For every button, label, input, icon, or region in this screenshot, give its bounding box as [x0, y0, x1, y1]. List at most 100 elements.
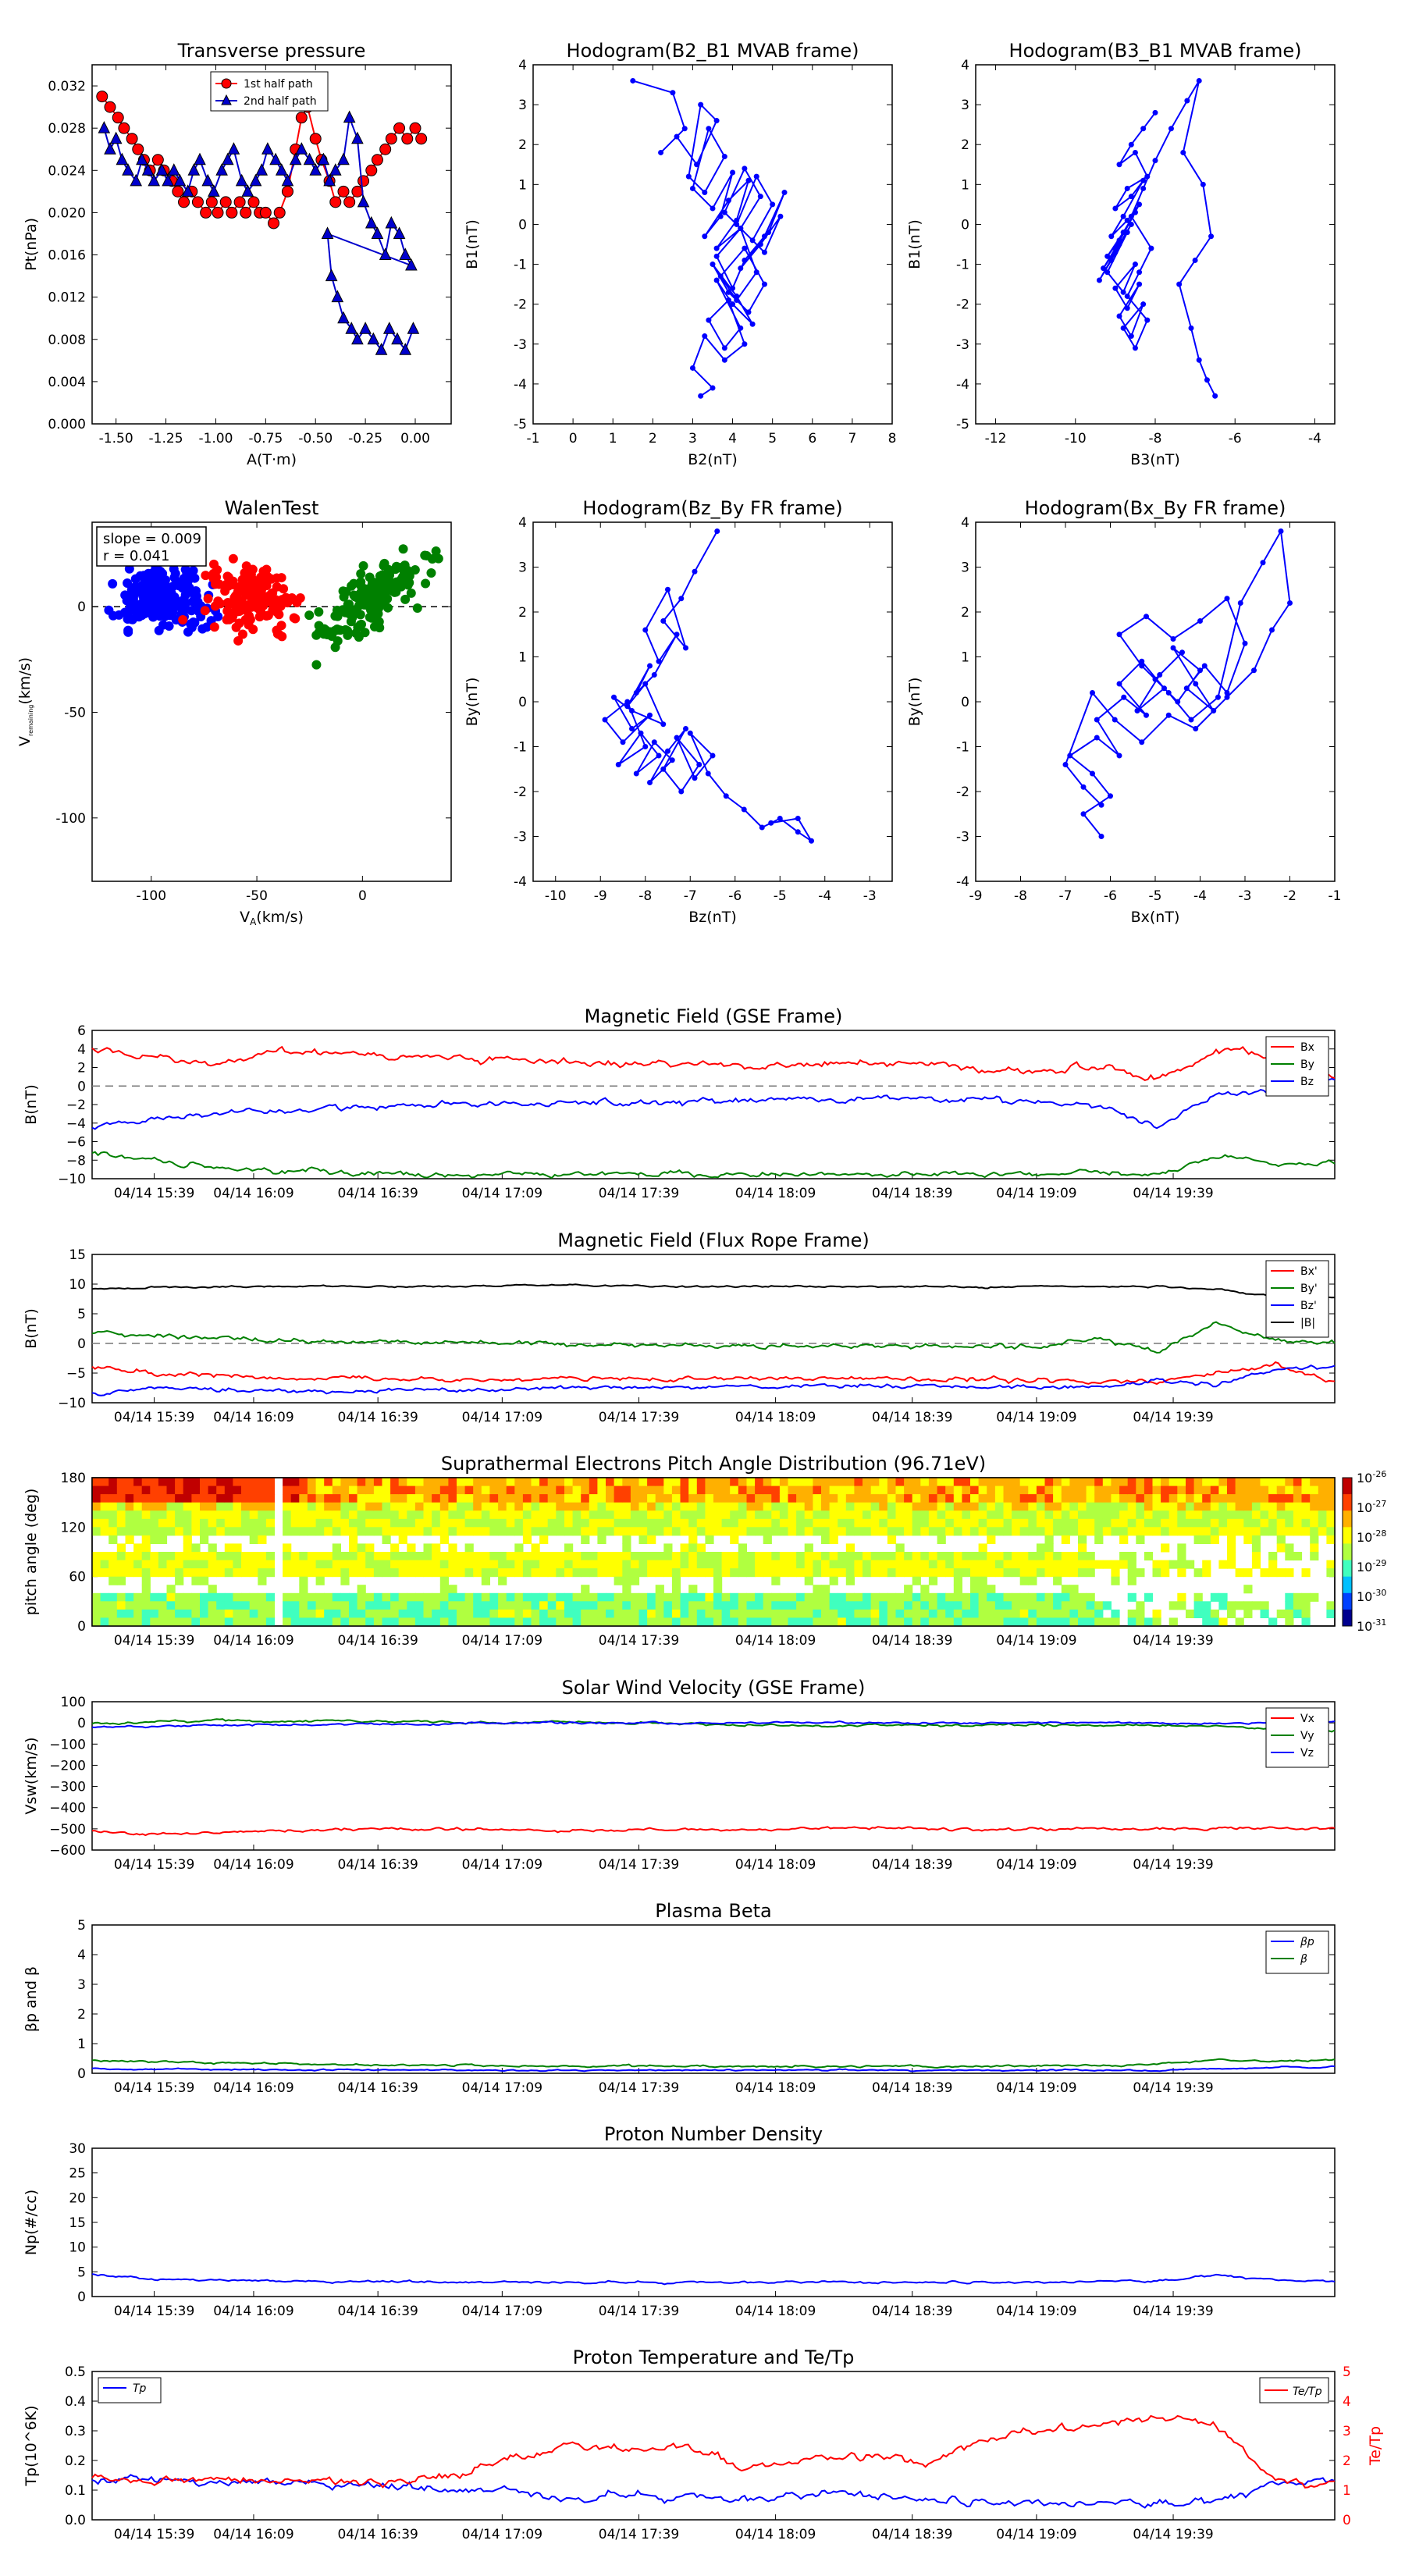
heatmap-cell: [1293, 1510, 1303, 1520]
heatmap-cell: [349, 1617, 358, 1627]
heatmap-cell: [804, 1485, 813, 1495]
y-axis-label: pitch angle (deg): [23, 1489, 40, 1616]
y-axis-label: B1(nT): [906, 219, 923, 269]
heatmap-cell: [655, 1518, 664, 1528]
heatmap-cell: [1003, 1601, 1012, 1610]
heatmap-cell: [970, 1552, 980, 1561]
heatmap-cell: [564, 1552, 574, 1561]
data-point: [757, 194, 763, 200]
heatmap-cell: [1086, 1502, 1095, 1511]
heatmap-cell: [1152, 1568, 1161, 1578]
legend-label: Bz': [1300, 1300, 1317, 1312]
data-point: [337, 311, 350, 324]
heatmap-cell: [332, 1592, 341, 1602]
heatmap-cell: [1111, 1560, 1120, 1569]
data-point: [665, 748, 670, 754]
data-point: [281, 592, 291, 603]
heatmap-cell: [663, 1543, 673, 1553]
heatmap-cell: [125, 1478, 134, 1487]
heatmap-cell: [183, 1609, 192, 1618]
heatmap-cell: [755, 1617, 764, 1627]
data-point: [405, 258, 418, 271]
heatmap-cell: [265, 1560, 276, 1569]
heatmap-cell: [233, 1617, 242, 1627]
heatmap-cell: [233, 1568, 242, 1578]
data-point: [304, 610, 315, 621]
ytick-label: 0.5: [65, 2364, 86, 2380]
heatmap-cell: [887, 1609, 897, 1618]
heatmap-cell: [1012, 1527, 1021, 1536]
heatmap-cell: [489, 1527, 499, 1536]
series-line-value: [91, 2273, 1336, 2286]
heatmap-cell: [953, 1617, 962, 1627]
heatmap-cell: [630, 1576, 640, 1585]
data-point: [391, 561, 401, 571]
heatmap-cell: [705, 1478, 714, 1487]
heatmap-cell: [481, 1494, 490, 1503]
ytick-label: 0.032: [48, 79, 86, 94]
heatmap-cell: [572, 1601, 582, 1610]
heatmap-cell: [1285, 1568, 1294, 1578]
heatmap-cell: [838, 1510, 847, 1520]
heatmap-cell: [1012, 1592, 1021, 1602]
heatmap-cell: [1044, 1568, 1054, 1578]
x-axis-label: B3(nT): [1130, 451, 1180, 468]
heatmap-cell: [606, 1568, 615, 1578]
heatmap-cell: [216, 1601, 226, 1610]
colorbar-label: 10-28: [1357, 1528, 1386, 1545]
xtick-label: -8: [1014, 888, 1027, 904]
heatmap-cell: [1202, 1560, 1211, 1569]
heatmap-cell: [365, 1592, 375, 1602]
data-point: [1184, 98, 1190, 104]
heatmap-cell: [498, 1576, 507, 1585]
heatmap-cell: [332, 1543, 341, 1553]
ytick2-label: 1: [1343, 2483, 1351, 2499]
heatmap-cell: [713, 1478, 723, 1487]
heatmap-cell: [589, 1502, 598, 1511]
data-point: [228, 580, 238, 590]
data-point: [683, 645, 688, 651]
ytick-label: 1: [961, 177, 969, 193]
heatmap-cell: [572, 1485, 582, 1495]
data-point: [385, 133, 397, 145]
heatmap-cell: [1078, 1552, 1087, 1561]
heatmap-cell: [655, 1478, 664, 1487]
heatmap-cell: [730, 1592, 739, 1602]
heatmap-cell: [962, 1494, 971, 1503]
heatmap-cell: [730, 1601, 739, 1610]
heatmap-cell: [448, 1478, 457, 1487]
data-point: [770, 201, 776, 208]
heatmap-cell: [531, 1485, 540, 1495]
heatmap-cell: [448, 1527, 457, 1536]
data-point: [674, 735, 680, 741]
heatmap-cell: [978, 1543, 987, 1553]
heatmap-cell: [1086, 1485, 1095, 1495]
heatmap-cell: [721, 1609, 731, 1618]
data-point: [768, 820, 774, 826]
heatmap-cell: [365, 1543, 375, 1553]
heatmap-cell: [1310, 1527, 1319, 1536]
xtick-label: 04/14 19:39: [1133, 1186, 1213, 1201]
heatmap-cell: [489, 1510, 499, 1520]
data-point: [343, 110, 356, 123]
heatmap-cell: [680, 1552, 689, 1561]
heatmap-cell: [696, 1478, 706, 1487]
xtick-label: -4: [1193, 888, 1207, 904]
heatmap-cell: [863, 1609, 872, 1618]
data-point: [399, 247, 412, 261]
heatmap-cell: [1119, 1485, 1129, 1495]
heatmap-cell: [332, 1494, 341, 1503]
data-point: [1165, 712, 1172, 718]
heatmap-cell: [813, 1527, 822, 1536]
heatmap-cell: [663, 1518, 673, 1528]
heatmap-cell: [680, 1609, 689, 1618]
heatmap-cell: [763, 1494, 772, 1503]
data-point: [669, 757, 675, 763]
heatmap-cell: [133, 1617, 143, 1627]
data-point: [400, 594, 411, 604]
heatmap-cell: [1243, 1502, 1253, 1511]
data-point: [257, 574, 267, 584]
heatmap-cell: [448, 1502, 457, 1511]
annotation-text: r = 0.041: [103, 548, 169, 564]
ytick-label: 2: [961, 605, 969, 621]
